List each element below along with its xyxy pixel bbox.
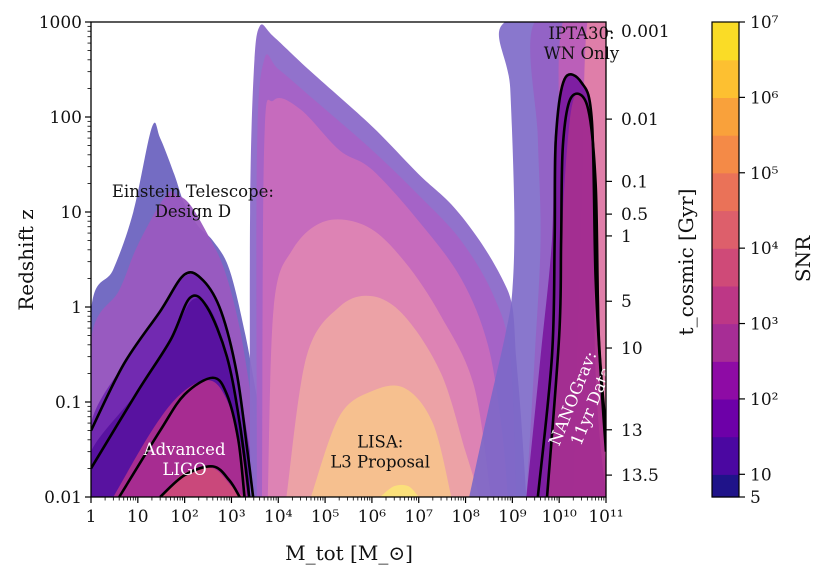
right-tick-label: 0.01 [621,110,659,130]
colorbar-band [712,172,739,212]
colorbar-band [712,22,739,61]
colorbar-band [712,59,739,98]
colorbar-tick-label: 10⁷ [750,13,779,33]
colorbar-tick-label: 5 [750,488,761,508]
x-tick-label: 10² [170,507,198,527]
colorbar-band [712,248,739,287]
y-tick-label: 0.01 [44,488,82,508]
colorbar-tick-label: 10⁴ [750,239,779,259]
plot-frame [90,21,607,498]
colorbar [712,22,739,498]
x-tick-label: 10⁷ [405,507,434,527]
right-axis-ticks: 0.001 0.01 0.1 0.51 5 10 13 13.5 [606,22,670,486]
y-tick-label: 0.1 [55,393,82,413]
x-tick-label: 10⁵ [311,507,340,527]
x-tick-label: 10¹⁰ [542,507,577,527]
right-tick-label: 13 [621,421,643,441]
snr-regions [91,22,606,497]
snr-contour-2 [91,294,251,497]
region-nanograv-2 [548,92,606,497]
label-ipta30-line-1: IPTA30: [548,24,614,43]
label-lisa-line-2: L3 Proposal [330,453,430,472]
colorbar-tick-label: 10² [750,390,778,410]
right-axis-title: t_cosmic [Gyr] [674,189,698,336]
colorbar-band [712,135,739,174]
colorbar-band [712,361,739,400]
region-lisa-6 [311,385,452,497]
y-tick-label: 100 [50,108,82,128]
label-einstein-telescope-line-2: Design D [155,202,231,221]
label-lisa-line-1: LISA: [357,433,403,452]
colorbar-tick-label: 10⁵ [750,164,779,184]
snr-contour-6 [545,92,606,497]
snr-contour-4 [159,465,241,497]
y-axis-title: Redshift z [14,209,38,311]
x-tick-label: 10⁹ [498,507,527,527]
colorbar-band [712,285,739,325]
colorbar-band [712,474,739,498]
x-tick-label: 10⁴ [264,507,293,527]
x-tick-label: 10⁸ [451,507,480,527]
detector-labels: Einstein Telescope:Design DAdvancedLIGOL… [112,24,620,479]
colorbar-band [712,97,739,136]
x-tick-label: 10 [127,507,149,527]
label-advanced-ligo-line-1: Advanced [143,440,226,459]
label-einstein-telescope-line-1: Einstein Telescope: [112,182,274,201]
colorbar-ticks: 5 10 10² 10³ 10⁴ 10⁵ 10⁶ 10⁷ [739,13,779,508]
label-lisa: LISA:L3 Proposal [330,433,430,472]
right-tick-label: 0.5 [621,205,648,225]
region-lisa-7 [380,484,419,497]
label-ipta30: IPTA30:WN Only [544,24,620,63]
y-tick-label: 10 [60,203,82,223]
right-tick-label: 10 [621,339,643,359]
x-tick-label: 10⁶ [358,507,387,527]
x-axis-title: M_tot [M_⊙] [285,541,413,565]
right-tick-label: 0.1 [621,172,648,192]
label-einstein-telescope: Einstein Telescope:Design D [112,182,274,221]
colorbar-band [712,210,739,249]
colorbar-tick-label: 10³ [750,315,778,335]
x-axis-ticks: 1 10 10² 10³ 10⁴ 10⁵ 10⁶ 10⁷ 10⁸ 10⁹ 10¹⁰ 10¹¹ [86,497,624,527]
label-advanced-ligo-line-2: LIGO [163,460,207,479]
colorbar-band [712,436,739,475]
label-ipta30-line-2: WN Only [544,44,620,63]
colorbar-tick-label: 10⁶ [750,88,779,108]
region-advanced-ligo-2 [160,467,244,497]
colorbar-title: SNR [791,235,815,282]
right-tick-label: 5 [621,292,632,312]
x-tick-label: 1 [86,507,97,527]
y-axis-ticks: 0.01 0.1 1 10 100 1000 [39,13,91,508]
x-tick-label: 10¹¹ [588,507,623,527]
snr-contours [91,73,606,497]
snr-contour-3 [118,376,246,497]
right-tick-label: 13.5 [621,466,659,486]
right-tick-label: 1 [621,227,632,247]
colorbar-frame [711,21,740,498]
colorbar-band [712,398,739,438]
y-tick-label: 1 [71,298,82,318]
colorbar-band [712,323,739,362]
colorbar-tick-label: 10 [750,465,772,485]
right-tick-label: 0.001 [621,22,670,42]
y-tick-label: 1000 [39,13,82,33]
x-tick-label: 10³ [217,507,245,527]
snr-contour-1 [91,271,255,497]
